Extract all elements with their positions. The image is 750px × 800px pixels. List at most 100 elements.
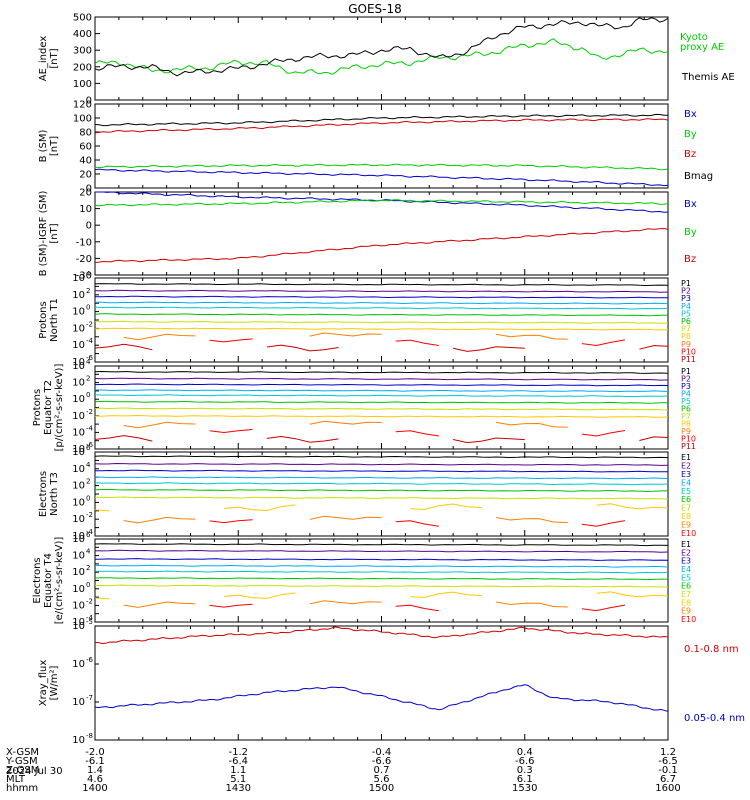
x-axis-row-label: hhmm xyxy=(6,783,38,794)
channel-line-p11 xyxy=(452,437,525,444)
y-tick-base: 10 xyxy=(72,447,85,458)
channel-line-e9 xyxy=(496,601,568,608)
y-tick-exponent: 2 xyxy=(86,375,90,383)
channel-line-p6 xyxy=(94,400,669,404)
channel-line-p2 xyxy=(94,289,669,293)
y-tick-base: 10 xyxy=(72,600,85,611)
x-axis-row-label: X-GSM xyxy=(6,747,39,758)
date-label: 2024 Jul 30 xyxy=(6,766,63,777)
legend-p7: P7 xyxy=(681,412,691,421)
legend-e1: E1 xyxy=(681,453,691,462)
y-tick-exponent: -2 xyxy=(86,511,93,519)
x-axis-value: -6.6 xyxy=(372,756,392,767)
y-axis-label-line: North T3 xyxy=(49,472,60,516)
x-axis-value: 1.1 xyxy=(230,765,246,776)
legend-p4: P4 xyxy=(681,302,691,311)
y-tick-label: 20 xyxy=(79,170,92,181)
y-axis-label-line: [e/(cm²-s-sr-keV)] xyxy=(54,537,65,625)
channel-line-p9 xyxy=(123,333,196,341)
y-tick-exponent: -6 xyxy=(86,441,94,449)
panel-5: Protons Equator T2 [p/(cm²-s-sr-keV)] 10 410… xyxy=(32,358,696,455)
y-tick-label: 100 xyxy=(73,79,92,90)
y-tick-label: 40 xyxy=(79,156,92,167)
y-tick-base: 10 xyxy=(72,378,85,389)
channel-line-p11 xyxy=(639,436,669,441)
channel-line-e4 xyxy=(94,476,669,480)
legend-e8: E8 xyxy=(681,512,691,521)
y-tick-exponent: 0 xyxy=(86,391,90,399)
y-tick-base: 10 xyxy=(72,361,85,372)
y-axis-label: B (SM) [nT] xyxy=(38,129,60,162)
channel-line-e7 xyxy=(94,496,668,500)
channel-line-p11 xyxy=(94,435,153,442)
y-axis-label-line: Equator T4 xyxy=(43,553,54,608)
legend-e2: E2 xyxy=(681,548,691,557)
x-axis-value: -6.6 xyxy=(515,756,535,767)
x-axis-value: -6.4 xyxy=(228,756,248,767)
y-tick-exponent: 4 xyxy=(86,270,91,278)
y-tick-base: 10 xyxy=(72,427,85,438)
channel-line-e2 xyxy=(94,549,669,553)
channel-line-p9 xyxy=(309,332,382,337)
x-axis-row-label: Z-GSM xyxy=(6,765,39,776)
y-tick-exponent: -4 xyxy=(86,337,94,345)
legend-e4: E4 xyxy=(681,565,691,574)
y-tick-exponent: -8 xyxy=(86,732,93,740)
channel-line-p9 xyxy=(309,420,382,425)
y-tick-exponent: 0 xyxy=(86,494,90,502)
y-tick-base: 10 xyxy=(72,497,85,508)
channel-line-e2 xyxy=(94,462,669,466)
legend-e1: E1 xyxy=(681,540,691,549)
legend-e3: E3 xyxy=(681,470,691,479)
legend-p5: P5 xyxy=(681,397,691,406)
y-axis-label-line: Electrons xyxy=(32,557,43,603)
legend-e2: E2 xyxy=(681,461,691,470)
legend-p9: P9 xyxy=(681,340,691,349)
x-axis-value: -1.2 xyxy=(228,747,248,758)
legend-e9: E9 xyxy=(681,607,691,616)
y-tick-base: 10 xyxy=(72,290,85,301)
legend-p3: P3 xyxy=(681,294,691,303)
y-axis-label: Protons North T1 xyxy=(38,298,60,342)
y-tick-exponent: 4 xyxy=(86,548,91,556)
legend-bz: Bz xyxy=(684,149,696,160)
y-tick-base: 10 xyxy=(72,621,85,632)
x-axis-value: -0.4 xyxy=(372,747,392,758)
y-tick-base: 10 xyxy=(72,411,85,422)
x-axis-value: 1.4 xyxy=(87,765,103,776)
legend-e4: E4 xyxy=(681,478,691,487)
y-axis-label: B (SM)-IGRF (SM) [nT] xyxy=(38,191,60,277)
channel-line-e10 xyxy=(581,604,626,612)
x-axis-row-label: MLT xyxy=(6,774,26,785)
channel-line-e9 xyxy=(309,515,382,520)
y-tick-exponent: 4 xyxy=(86,358,91,366)
channel-line-e10 xyxy=(395,520,439,527)
legend-bz: Bz xyxy=(684,254,696,265)
y-axis-label-line: [nT] xyxy=(49,223,60,243)
legend-themis: Themis AE xyxy=(681,72,735,83)
channel-line-e5 xyxy=(94,482,669,486)
channel-line-p10 xyxy=(395,339,439,346)
y-tick-label: 60 xyxy=(79,142,92,153)
x-axis-value: 5.6 xyxy=(374,774,390,785)
y-tick-label: 400 xyxy=(73,29,92,40)
channel-line-p7 xyxy=(94,320,668,324)
x-axis-value: 5.1 xyxy=(230,774,246,785)
y-axis-label-line: North T1 xyxy=(49,298,60,342)
channel-line-p4 xyxy=(94,389,669,393)
series-line-bz xyxy=(94,227,669,264)
channel-line-e7 xyxy=(94,584,668,588)
channel-line-e8 xyxy=(410,591,482,598)
panel-8: Xray_flux [W/m²]10-510-610-710 -80.1-0.8 n… xyxy=(38,618,745,746)
legend-p8: P8 xyxy=(681,332,691,341)
legend-p11: P11 xyxy=(681,442,696,451)
legend-bmag: Bmag xyxy=(684,171,713,182)
legend-e5: E5 xyxy=(681,487,691,496)
x-axis-row-label: Y-GSM xyxy=(5,756,38,767)
y-tick-label: 0 xyxy=(86,221,92,232)
x-axis-value: -0.1 xyxy=(658,765,678,776)
channel-line-p11 xyxy=(639,345,669,350)
legend-p2: P2 xyxy=(681,287,691,296)
